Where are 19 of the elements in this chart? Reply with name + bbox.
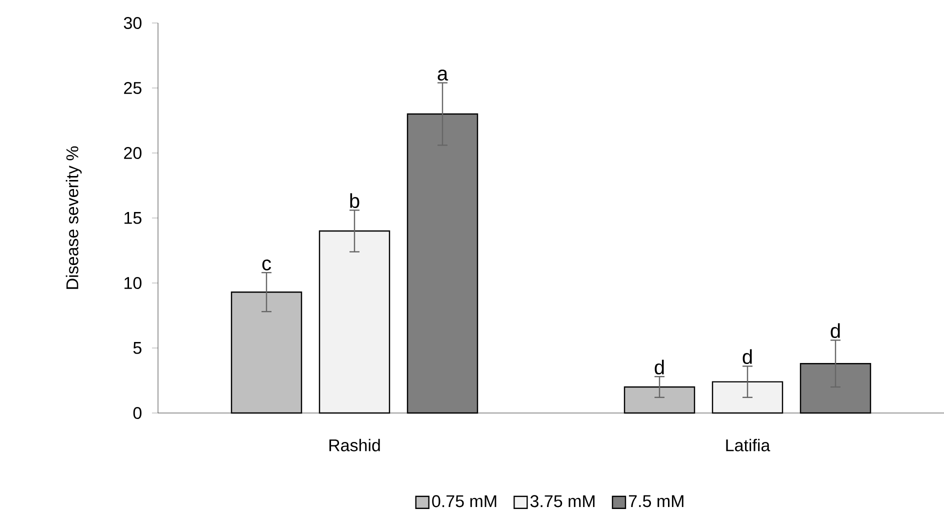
x-tick-label: Latifia (726, 438, 770, 452)
y-tick-label: 20 (124, 146, 142, 160)
legend-label: 3.75 mM (530, 495, 594, 508)
y-axis-title: Disease severity % (66, 146, 82, 289)
y-tick-label: 10 (124, 276, 142, 290)
legend-label: 7.5 mM (628, 495, 684, 508)
y-tick-label: 25 (124, 82, 142, 94)
data-label: a (438, 70, 448, 81)
data-label: d (654, 360, 664, 374)
y-tick-label: 0 (133, 406, 142, 420)
data-label: d (742, 349, 752, 364)
data-label: b (350, 193, 360, 208)
y-tick-label: 5 (133, 342, 142, 354)
y-tick-label: 15 (124, 212, 142, 224)
legend-label: 0.75 mM (432, 495, 496, 508)
data-label: c (262, 259, 271, 270)
y-tick-label: 30 (124, 16, 142, 30)
data-label: d (830, 323, 840, 338)
x-tick-label: Rashid (329, 438, 380, 452)
